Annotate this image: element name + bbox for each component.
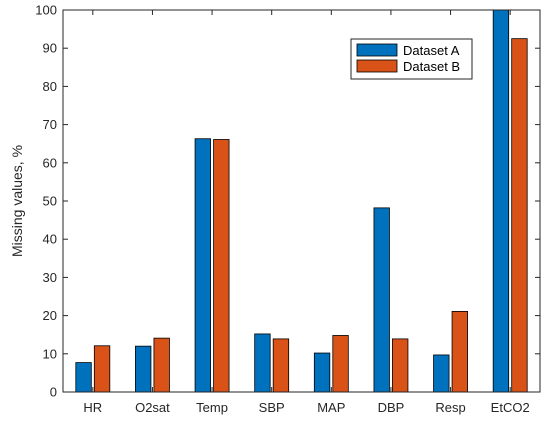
bar-hr-series-1 bbox=[75, 362, 92, 393]
y-tick-label: 40 bbox=[43, 232, 57, 247]
bar-resp-series-2 bbox=[451, 310, 468, 393]
bar-resp-series-1 bbox=[433, 354, 450, 393]
legend-swatch-series-2 bbox=[356, 59, 398, 73]
legend-swatch-series-1 bbox=[356, 43, 398, 57]
y-tick-label: 30 bbox=[43, 270, 57, 285]
x-tick-label: Temp bbox=[196, 400, 228, 415]
y-axis-label: Missing values, % bbox=[9, 145, 25, 257]
x-tick-label: EtCO2 bbox=[491, 400, 530, 415]
bar-dbp-series-2 bbox=[392, 338, 409, 393]
plot-frame bbox=[62, 9, 541, 393]
bar-temp-series-1 bbox=[194, 138, 211, 393]
y-tick-label: 80 bbox=[43, 79, 57, 94]
bar-sbp-series-2 bbox=[272, 338, 290, 393]
x-axis-ticks: HR O2sat Temp SBP MAP DBP Resp EtCO2 bbox=[83, 10, 530, 415]
bar-o2sat-series-2 bbox=[153, 337, 170, 393]
bar-o2sat-series-1 bbox=[135, 345, 152, 393]
bar-etco2-series-2 bbox=[511, 38, 528, 393]
x-tick-label: O2sat bbox=[135, 400, 170, 415]
y-tick-label: 70 bbox=[43, 117, 57, 132]
x-tick-label: SBP bbox=[259, 400, 285, 415]
y-axis-ticks: 0 10 20 30 40 50 60 70 80 90 100 bbox=[35, 3, 540, 400]
y-tick-label: 100 bbox=[35, 3, 57, 18]
legend-label-series-2: Dataset B bbox=[403, 59, 460, 74]
y-tick-label: 60 bbox=[43, 155, 57, 170]
y-tick-label: 50 bbox=[43, 194, 57, 209]
x-tick-label: DBP bbox=[378, 400, 405, 415]
x-tick-label: HR bbox=[83, 400, 102, 415]
bar-map-series-2 bbox=[332, 335, 349, 393]
y-tick-label: 0 bbox=[50, 385, 57, 400]
bar-temp-series-2 bbox=[213, 139, 230, 393]
bar-sbp-series-1 bbox=[254, 333, 271, 393]
legend-label-series-1: Dataset A bbox=[403, 43, 460, 58]
y-tick-label: 90 bbox=[43, 41, 57, 56]
bars-group bbox=[75, 9, 528, 393]
bar-etco2-series-1 bbox=[492, 9, 510, 393]
bar-hr-series-2 bbox=[93, 345, 111, 393]
bar-dbp-series-1 bbox=[373, 207, 390, 393]
bar-map-series-1 bbox=[313, 352, 331, 393]
y-tick-label: 20 bbox=[43, 308, 57, 323]
x-tick-label: Resp bbox=[435, 400, 465, 415]
x-tick-label: MAP bbox=[317, 400, 345, 415]
y-tick-label: 10 bbox=[43, 346, 57, 361]
